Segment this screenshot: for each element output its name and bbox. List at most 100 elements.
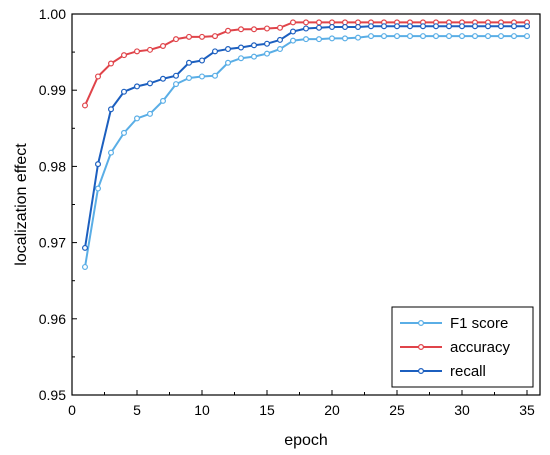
data-point <box>329 35 336 42</box>
data-point <box>511 33 518 40</box>
y-tick-label: 0.97 <box>39 235 66 251</box>
data-point <box>511 23 518 30</box>
data-point <box>186 59 193 66</box>
data-point <box>381 33 388 40</box>
data-point <box>355 23 362 30</box>
data-point <box>160 43 167 50</box>
data-point <box>316 24 323 31</box>
data-point <box>134 83 141 90</box>
data-point <box>394 23 401 30</box>
data-point <box>446 23 453 30</box>
y-tick-label: 0.95 <box>39 387 66 403</box>
data-point <box>368 33 375 40</box>
legend-label: F1 score <box>450 315 508 332</box>
data-point <box>420 33 427 40</box>
data-point <box>407 23 414 30</box>
x-tick-label: 5 <box>133 402 141 418</box>
data-point <box>277 24 284 31</box>
data-point <box>277 46 284 53</box>
y-tick-label: 1.00 <box>39 6 66 22</box>
x-tick-label: 0 <box>68 402 76 418</box>
legend: F1 score accuracy recall <box>391 306 534 388</box>
x-tick-label: 25 <box>389 402 405 418</box>
series-line <box>84 25 527 249</box>
x-axis-title: epoch <box>284 432 328 449</box>
data-point <box>212 48 219 55</box>
data-point <box>342 23 349 30</box>
data-point <box>81 244 88 251</box>
data-point <box>316 36 323 43</box>
data-point <box>329 23 336 30</box>
x-tick-label: 35 <box>519 402 535 418</box>
x-tick-label: 10 <box>194 402 210 418</box>
data-point <box>107 60 114 67</box>
data-point <box>472 23 479 30</box>
data-point <box>225 27 232 34</box>
data-point <box>147 80 154 87</box>
data-point <box>303 36 310 43</box>
data-point <box>199 57 206 64</box>
data-point <box>225 59 232 66</box>
legend-marker <box>418 320 425 327</box>
data-point <box>485 23 492 30</box>
data-point <box>134 115 141 122</box>
data-point <box>251 42 258 49</box>
series-line <box>84 35 527 268</box>
data-point <box>147 46 154 53</box>
legend-label: recall <box>450 363 486 380</box>
legend-label: accuracy <box>450 339 511 356</box>
legend-marker <box>418 368 425 375</box>
data-point <box>94 161 101 168</box>
x-tick-label: 20 <box>324 402 340 418</box>
series-recall <box>81 23 530 251</box>
data-point <box>446 33 453 40</box>
data-point <box>212 72 219 79</box>
data-point <box>147 110 154 117</box>
data-point <box>342 35 349 42</box>
y-tick-label: 0.96 <box>39 311 66 327</box>
data-point <box>368 23 375 30</box>
data-point <box>433 33 440 40</box>
data-point <box>160 97 167 104</box>
series-f1-score <box>81 33 530 270</box>
data-point <box>523 33 530 40</box>
data-point <box>212 33 219 40</box>
data-point <box>199 73 206 80</box>
data-point <box>407 33 414 40</box>
data-point <box>173 36 180 43</box>
data-point <box>498 23 505 30</box>
data-point <box>277 36 284 43</box>
x-tick-label: 30 <box>454 402 470 418</box>
data-point <box>238 26 245 33</box>
x-tick-label: 15 <box>259 402 275 418</box>
y-tick-label: 0.98 <box>39 158 66 174</box>
data-point <box>355 34 362 41</box>
legend-item: accuracy <box>400 339 511 356</box>
data-point <box>303 25 310 32</box>
data-point <box>485 33 492 40</box>
data-point <box>498 33 505 40</box>
ticks-layer: 0 5 10 15 20 25 30 35 0.95 0.96 0.97 0.98 0.99 1.00 <box>39 6 535 418</box>
data-point <box>316 19 323 26</box>
legend-item: recall <box>400 363 486 380</box>
data-point <box>459 33 466 40</box>
data-point <box>81 263 88 270</box>
series-layer <box>81 19 530 270</box>
data-point <box>134 48 141 55</box>
data-point <box>173 72 180 79</box>
data-point <box>472 33 479 40</box>
data-point <box>264 50 271 57</box>
y-axis-title: localization effect <box>13 143 30 266</box>
data-point <box>264 40 271 47</box>
data-point <box>264 25 271 32</box>
data-point <box>199 33 206 40</box>
data-point <box>433 23 440 30</box>
data-point <box>290 37 297 44</box>
data-point <box>120 129 127 136</box>
data-point <box>420 23 427 30</box>
data-point <box>225 46 232 53</box>
data-point <box>290 19 297 26</box>
data-point <box>238 44 245 51</box>
data-point <box>394 33 401 40</box>
data-point <box>186 33 193 40</box>
